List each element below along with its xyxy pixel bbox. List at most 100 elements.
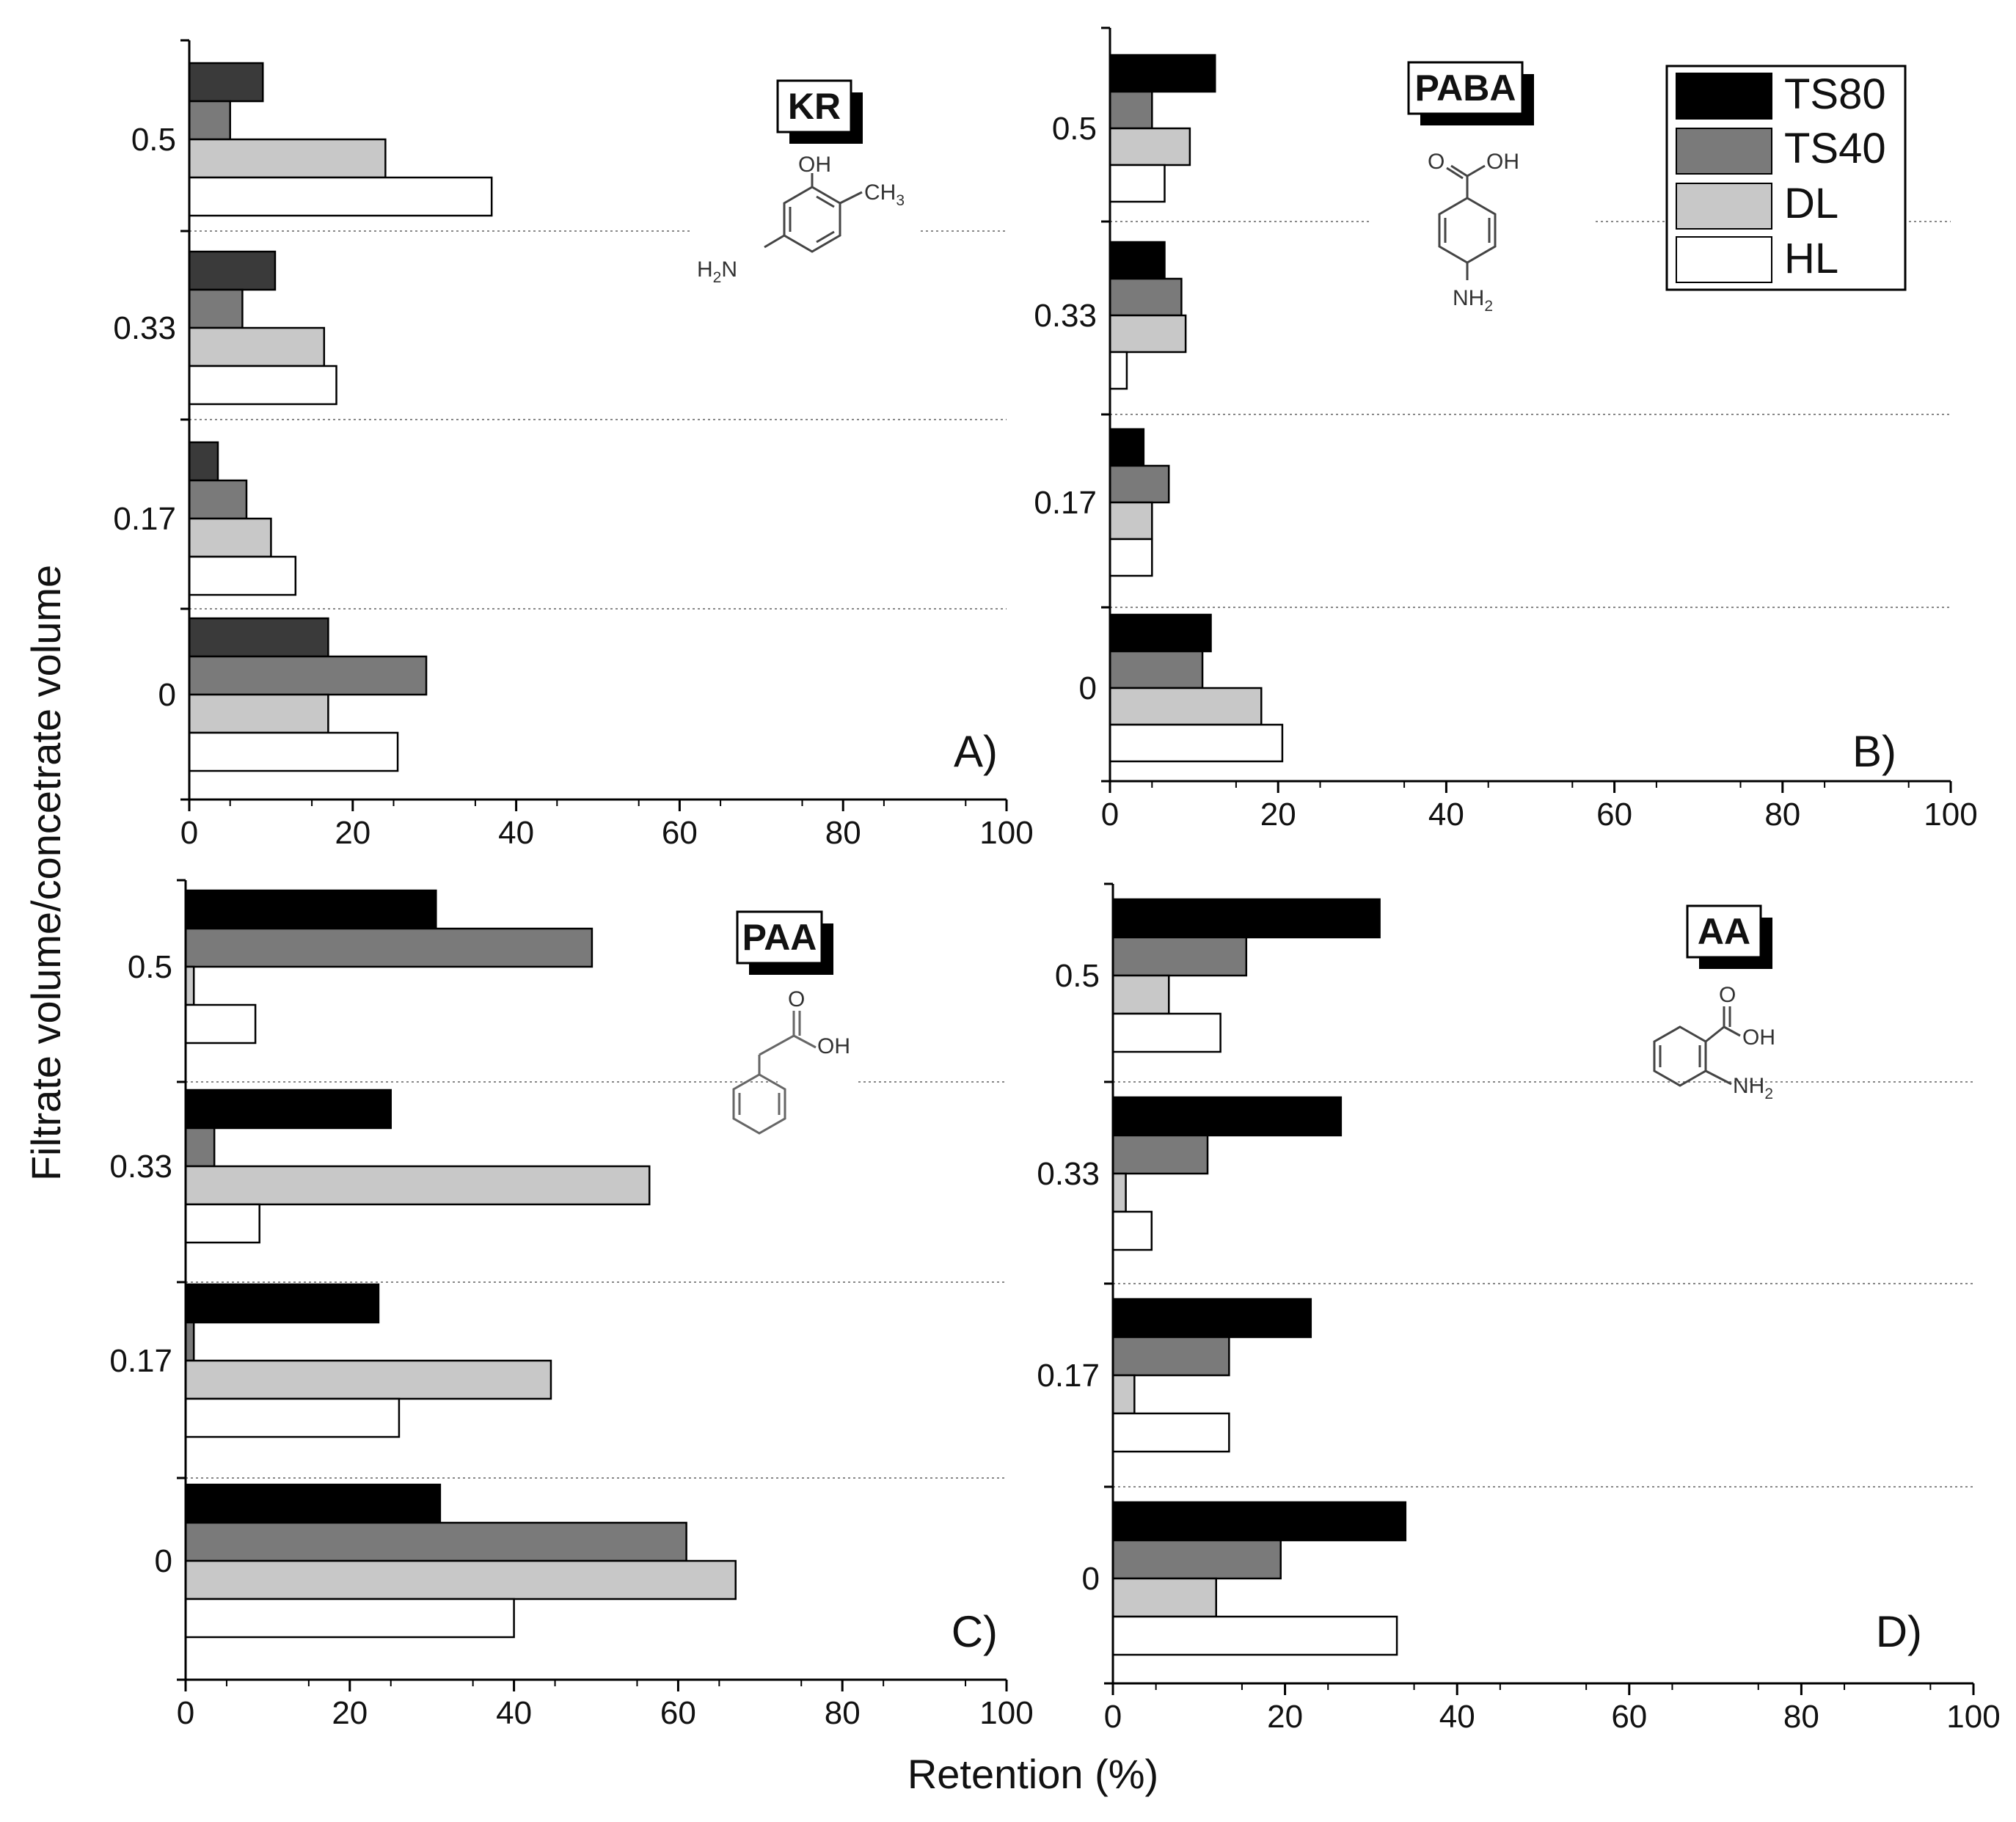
bar-ts40-0.33	[1111, 1134, 1209, 1175]
x-tick-label: 100	[1946, 1699, 2000, 1735]
x-tick-label: 0	[177, 1695, 194, 1731]
compound-label-box	[1686, 904, 1762, 959]
compound-label: KR	[788, 86, 841, 127]
bar-hl-0.33	[184, 1203, 260, 1244]
x-axis-title: Retention (%)	[907, 1751, 1158, 1797]
bar-ts40-0	[1109, 650, 1204, 689]
x-tick-label: 80	[825, 815, 861, 851]
legend-label-ts40: TS40	[1784, 125, 1886, 172]
x-tick-label: 40	[496, 1695, 532, 1731]
compound-label: PAA	[742, 917, 817, 958]
bar-hl-0.17	[1111, 1412, 1230, 1453]
bar-hl-0.5	[184, 1003, 257, 1044]
bar-hl-0	[188, 731, 399, 772]
x-tick-label: 20	[332, 1695, 368, 1731]
x-tick-label: 80	[1764, 797, 1800, 833]
bar-ts40-0.5	[1109, 90, 1153, 130]
aa-structure-icon: O OH NH2	[1653, 983, 1775, 1102]
x-tick-label: 60	[662, 815, 698, 851]
aa-oh-label: OH	[1742, 1025, 1775, 1050]
kr-oh-label: OH	[798, 153, 831, 177]
y-tick-label: 0	[155, 1543, 172, 1579]
x-tick-label: 100	[979, 1695, 1033, 1731]
panel-d: 0 0.17 0.33 0.5 0 20 40 60 80 100 D) AA	[1037, 882, 2001, 1735]
aa-nh2-label: NH2	[1733, 1074, 1773, 1102]
bar-ts80-0.17	[1109, 428, 1145, 467]
bar-dl-0.17	[188, 517, 272, 558]
x-tick-label: 60	[660, 1695, 696, 1731]
bar-hl-0.33	[1111, 1210, 1153, 1251]
y-tick-label: 0.33	[1034, 298, 1097, 334]
bar-dl-0	[1109, 687, 1263, 726]
legend-label-ts80: TS80	[1784, 70, 1886, 118]
legend-swatch-hl	[1676, 236, 1772, 283]
x-tick-label: 0	[1101, 797, 1119, 833]
bar-ts40-0.17	[1109, 464, 1170, 504]
panel-letter: A)	[954, 727, 998, 776]
y-tick-label: 0.5	[1055, 958, 1100, 994]
paa-structure-icon: O OH	[732, 987, 850, 1135]
y-tick-label: 0.33	[109, 1149, 172, 1185]
kr-nh2-label: H2N	[697, 257, 737, 286]
legend: TS80 TS40 DL HL	[1665, 65, 1907, 291]
panel-letter: D)	[1876, 1607, 1922, 1656]
bar-ts40-0.33	[1109, 277, 1183, 317]
y-tick-label: 0	[1079, 670, 1097, 706]
x-tick-label: 40	[1428, 797, 1464, 833]
legend-swatch-ts40	[1676, 128, 1772, 175]
paa-oh-label: OH	[817, 1034, 850, 1058]
x-tick-label: 100	[979, 815, 1033, 851]
bar-ts40-0.5	[188, 100, 231, 141]
x-tick-label: 40	[1439, 1699, 1475, 1735]
legend-swatch-ts80	[1676, 73, 1772, 120]
bar-ts40-0	[1111, 1539, 1282, 1580]
paa-o-label: O	[788, 987, 805, 1011]
bar-hl-0.17	[1109, 538, 1153, 577]
bar-hl-0.17	[184, 1397, 401, 1438]
y-tick-label: 0.5	[128, 949, 172, 985]
bar-dl-0.5	[1111, 974, 1170, 1015]
x-tick-label: 80	[1783, 1699, 1819, 1735]
bar-ts80-0.5	[188, 62, 264, 103]
bar-ts40-0.17	[1111, 1336, 1230, 1377]
compound-label-box	[1407, 61, 1524, 115]
panels: 0 0.17 0.33 0.5 0 20 40 60 80 100 A) KR 0 0.17 0.33 0.5…	[109, 26, 2001, 1735]
bar-dl-0	[1111, 1577, 1218, 1618]
bar-dl-0	[184, 1559, 737, 1600]
y-tick-label: 0.17	[113, 501, 176, 537]
x-tick-label: 20	[1260, 797, 1296, 833]
x-tick-label: 0	[1104, 1699, 1122, 1735]
x-tick-label: 60	[1596, 797, 1632, 833]
bar-ts80-0.5	[1111, 898, 1381, 939]
aa-o-label: O	[1719, 983, 1736, 1007]
legend-swatch-dl	[1676, 183, 1772, 230]
bar-ts80-0.5	[1109, 54, 1216, 93]
y-tick-label: 0.17	[1037, 1358, 1100, 1394]
paba-o-label: O	[1428, 150, 1445, 174]
panel-b: 0 0.17 0.33 0.5 0 20 40 60 80 100 B) PABA	[1034, 26, 1978, 833]
bar-hl-0.5	[1109, 164, 1166, 203]
bar-dl-0.17	[1111, 1374, 1136, 1415]
x-tick-label: 40	[498, 815, 534, 851]
bar-hl-0.5	[188, 176, 493, 217]
y-tick-label: 0.33	[1037, 1156, 1100, 1192]
bar-ts80-0.33	[1109, 241, 1166, 280]
y-tick-label: 0.5	[131, 122, 176, 158]
x-tick-label: 80	[825, 1695, 861, 1731]
bar-hl-0	[1111, 1615, 1398, 1656]
x-tick-label: 20	[1267, 1699, 1303, 1735]
compound-label-box	[736, 910, 823, 965]
panel-c: 0 0.17 0.33 0.5 0 20 40 60 80 100 C) PAA	[109, 879, 1034, 1731]
bar-dl-0.17	[1109, 501, 1153, 541]
paba-structure-icon: O OH NH2	[1428, 150, 1519, 315]
y-tick-label: 0.5	[1052, 111, 1097, 147]
bar-ts80-0	[188, 617, 329, 658]
bar-hl-0	[1109, 723, 1284, 763]
compound-label-box	[776, 79, 852, 133]
bar-ts40-0.5	[1111, 936, 1248, 977]
y-tick-label: 0	[1082, 1561, 1100, 1597]
bar-hl-0.33	[188, 365, 337, 406]
kr-structure-icon: OH CH3 H2N	[697, 153, 905, 286]
bar-hl-0	[184, 1598, 515, 1639]
